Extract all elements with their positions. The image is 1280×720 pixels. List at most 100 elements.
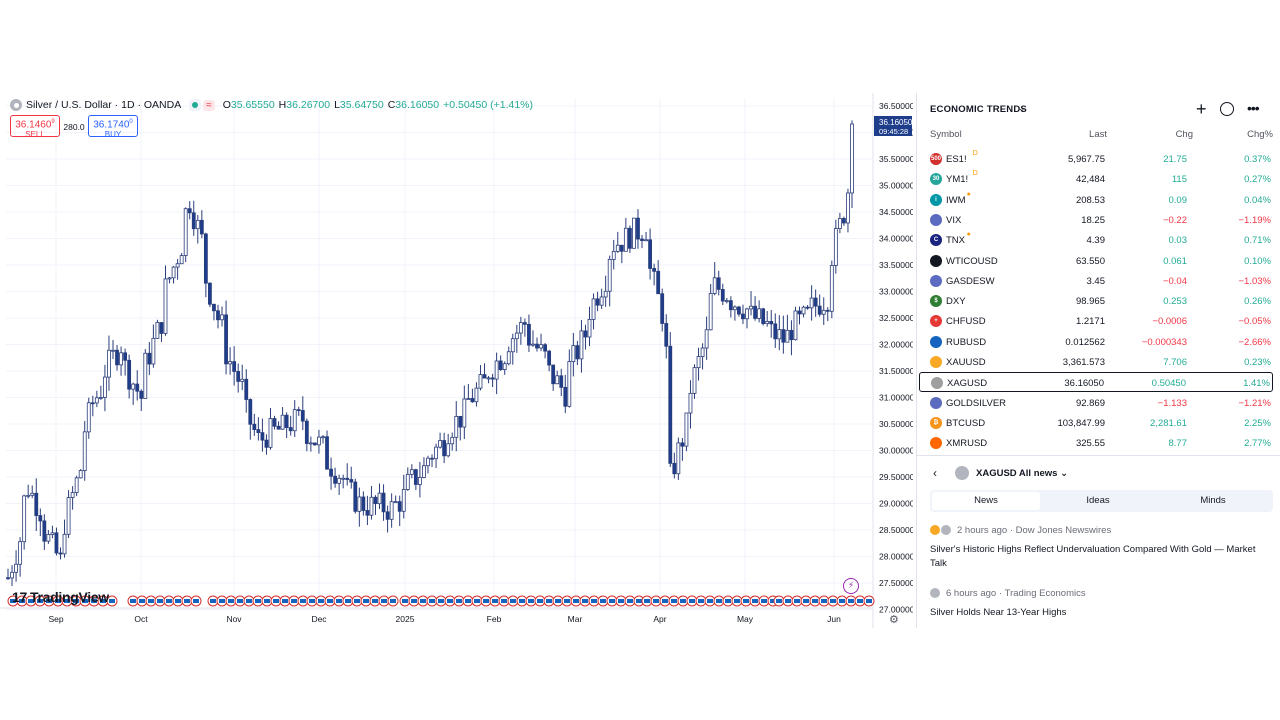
symbol-logo-icon (930, 274, 942, 287)
row-chgp: −2.66% (1238, 336, 1272, 348)
watchlist-row-goldsilver[interactable]: GOLDSILVER 92.869 −1.133 −1.21% (919, 393, 1273, 413)
candle-body (434, 446, 438, 460)
event-flag-icon (537, 599, 543, 603)
green-dot-icon (192, 102, 199, 108)
candle-body (825, 309, 830, 312)
event-flag-icon (28, 599, 34, 603)
watchlist-row-rubusd[interactable]: RUBUSD 0.012562 −0.000343 −2.66% (919, 332, 1273, 352)
row-chg: 0.09 (1168, 194, 1188, 206)
data-delay-icon[interactable]: ≈ (203, 99, 215, 111)
more-icon[interactable]: ••• (1247, 100, 1260, 116)
event-flag-icon (246, 599, 252, 603)
candle-body (547, 350, 552, 366)
candle-body (187, 208, 192, 214)
gear-icon[interactable]: ⚙ (889, 614, 899, 626)
candle-body (644, 239, 648, 242)
col-symbol[interactable]: Symbol (930, 129, 962, 140)
candle-body (208, 282, 212, 305)
watchlist-row-btcusd[interactable]: ₿ BTCUSD 103,847.99 2,281.61 2.25% (919, 413, 1273, 433)
event-flag-icon (689, 599, 695, 603)
news-title[interactable]: XAGUSD All news ⌄ (976, 468, 1069, 479)
tab-news[interactable]: News (932, 492, 1040, 510)
watchlist-row-xagusd[interactable]: XAGUSD 36.16050 0.50450 1.41% (919, 372, 1273, 393)
sell-button[interactable]: 36.14609 SELL (10, 115, 60, 139)
lightning-icon[interactable]: ⚡ (843, 578, 859, 594)
event-flag-icon (734, 599, 740, 603)
candle-body (567, 361, 572, 407)
time-tick-label: Nov (226, 614, 242, 624)
watchlist-row-iwm[interactable]: i IWM ● 208.53 0.09 0.04% (919, 190, 1273, 210)
candle-body (539, 344, 543, 349)
event-flag-icon (456, 599, 462, 603)
price-tick-label: 32.50000 (879, 313, 913, 323)
candle-body (607, 258, 612, 292)
watchlist-row-es1[interactable]: 500 ES1! D 5,967.75 21.75 0.37% (919, 149, 1273, 169)
candle-body (728, 300, 733, 311)
watchlist-row-chfusd[interactable]: + CHFUSD 1.2171 −0.0006 −0.05% (919, 311, 1273, 331)
candle-body (6, 577, 10, 580)
tab-minds[interactable]: Minds (1200, 495, 1226, 506)
candle-body (418, 477, 422, 485)
symbol-title[interactable]: Silver / U.S. Dollar · 1D · OANDA (26, 99, 182, 111)
watchlist-row-ym1[interactable]: 30 YM1! D 42,484 115 0.27% (919, 169, 1273, 189)
row-chgp: −1.19% (1238, 214, 1272, 226)
chart-pane[interactable]: 36.5000036.0000035.5000035.0000034.50000… (0, 93, 913, 628)
watchlist-row-tnx[interactable]: C TNX ● 4.39 0.03 0.71% (919, 230, 1273, 250)
news-item[interactable]: 6 hours ago · Trading Economics Silver H… (930, 586, 1270, 620)
candle-body (587, 318, 592, 338)
price-chart[interactable]: 36.5000036.0000035.5000035.0000034.50000… (0, 93, 913, 628)
news-headline[interactable]: Silver Holds Near 13-Year Highs (930, 607, 1067, 618)
event-flag-icon (130, 599, 136, 603)
event-flag-icon (193, 599, 199, 603)
candle-body (490, 377, 495, 380)
event-flag-icon (148, 599, 154, 603)
candle-body (119, 352, 123, 366)
event-flag-icon (671, 599, 677, 603)
watchlist-row-vix[interactable]: VIX 18.25 −0.22 −1.19% (919, 210, 1273, 230)
watchlist-row-gasdesw[interactable]: GASDESW 3.45 −0.04 −1.03% (919, 271, 1273, 291)
row-chg: 0.50450 (1151, 378, 1186, 390)
candle-body (34, 492, 39, 516)
clock-icon[interactable] (1220, 102, 1234, 116)
watchlist-row-dxy[interactable]: $ DXY 98.965 0.253 0.26% (919, 291, 1273, 311)
candle-body (74, 477, 79, 493)
add-symbol-icon[interactable]: + (1196, 99, 1207, 119)
candle-body (103, 376, 107, 398)
candle-body (805, 306, 810, 309)
watchlist-title[interactable]: ECONOMIC TRENDS (930, 104, 1027, 115)
buy-button[interactable]: 36.17400 BUY (88, 115, 138, 139)
news-headline[interactable]: Silver's Historic Highs Reflect Underval… (930, 544, 1256, 569)
row-chg: −0.000343 (1141, 336, 1187, 348)
event-flag-icon (37, 599, 43, 603)
market-open-status[interactable] (189, 99, 202, 111)
candle-body (183, 208, 188, 256)
chevron-left-icon[interactable]: ‹ (933, 466, 937, 480)
watchlist-row-xauusd[interactable]: XAUUSD 3,361.573 7.706 0.23% (919, 352, 1273, 372)
symbol-logo-icon (930, 213, 942, 226)
watchlist-row-wticousd[interactable]: WTICOUSD 63.550 0.061 0.10% (919, 251, 1273, 271)
news-item[interactable]: 2 hours ago · Dow Jones Newswires Silver… (930, 523, 1270, 571)
candle-body (660, 293, 665, 324)
candle-body (325, 436, 329, 470)
candle-body (470, 398, 475, 403)
col-chgp[interactable]: Chg% (1247, 129, 1273, 140)
tab-ideas[interactable]: Ideas (1086, 495, 1110, 506)
col-chg[interactable]: Chg (1175, 129, 1193, 140)
candle-body (54, 532, 59, 554)
symbol-logo-icon (930, 356, 942, 368)
watchlist-row-xmrusd[interactable]: XMRUSD 325.55 8.77 2.77% (919, 433, 1273, 453)
chevron-down-icon[interactable]: ⌄ (1018, 103, 1026, 113)
event-flag-icon (64, 599, 70, 603)
row-last: 63.550 (1075, 255, 1105, 267)
tradingview-logo[interactable]: 17 TradingView (12, 589, 109, 605)
event-flag-icon (546, 599, 552, 603)
candle-body (700, 347, 705, 357)
chart-legend: Silver / U.S. Dollar · 1D · OANDA ≈ O35.… (10, 98, 533, 112)
row-last: 0.012562 (1065, 336, 1105, 348)
candle-body (155, 322, 160, 339)
candle-body (611, 250, 616, 260)
candle-body (797, 310, 802, 315)
candle-body (684, 412, 689, 447)
col-last[interactable]: Last (1089, 129, 1107, 140)
event-flag-icon (166, 599, 172, 603)
